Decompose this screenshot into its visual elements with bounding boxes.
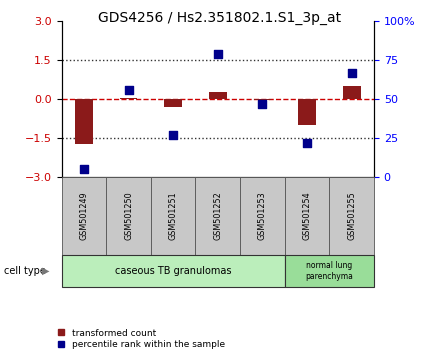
Bar (62, 177, 106, 255)
Point (348, 70, 355, 75)
Point (81, 166, 88, 172)
Bar (75, 99, 93, 144)
Text: cell type: cell type (4, 266, 46, 276)
Bar (298, 99, 316, 125)
Point (259, 101, 266, 107)
Text: GSM501254: GSM501254 (303, 192, 312, 240)
Bar (164, 99, 182, 107)
Point (304, 140, 311, 145)
Legend: transformed count, percentile rank within the sample: transformed count, percentile rank withi… (57, 329, 225, 349)
Bar (195, 177, 240, 255)
Bar (209, 92, 227, 99)
Text: GSM501255: GSM501255 (347, 192, 356, 240)
Bar (253, 99, 271, 101)
Bar (330, 177, 374, 255)
Bar (151, 177, 195, 255)
Point (170, 132, 177, 138)
Text: GSM501250: GSM501250 (124, 192, 133, 240)
Text: GSM501251: GSM501251 (169, 192, 178, 240)
Text: GSM501249: GSM501249 (79, 192, 88, 240)
Text: normal lung
parenchyma: normal lung parenchyma (305, 261, 353, 280)
Text: caseous TB granulomas: caseous TB granulomas (115, 266, 231, 276)
Point (214, 51, 221, 57)
Text: GDS4256 / Hs2.351802.1.S1_3p_at: GDS4256 / Hs2.351802.1.S1_3p_at (99, 11, 341, 25)
Text: GSM501253: GSM501253 (258, 192, 267, 240)
Bar (285, 177, 330, 255)
Bar (120, 98, 137, 99)
Text: ▶: ▶ (42, 266, 50, 276)
Text: GSM501252: GSM501252 (213, 192, 222, 240)
Bar (285, 255, 374, 287)
Bar (343, 86, 361, 99)
Bar (106, 177, 151, 255)
Bar (62, 255, 285, 287)
Point (125, 87, 132, 93)
Bar (240, 177, 285, 255)
